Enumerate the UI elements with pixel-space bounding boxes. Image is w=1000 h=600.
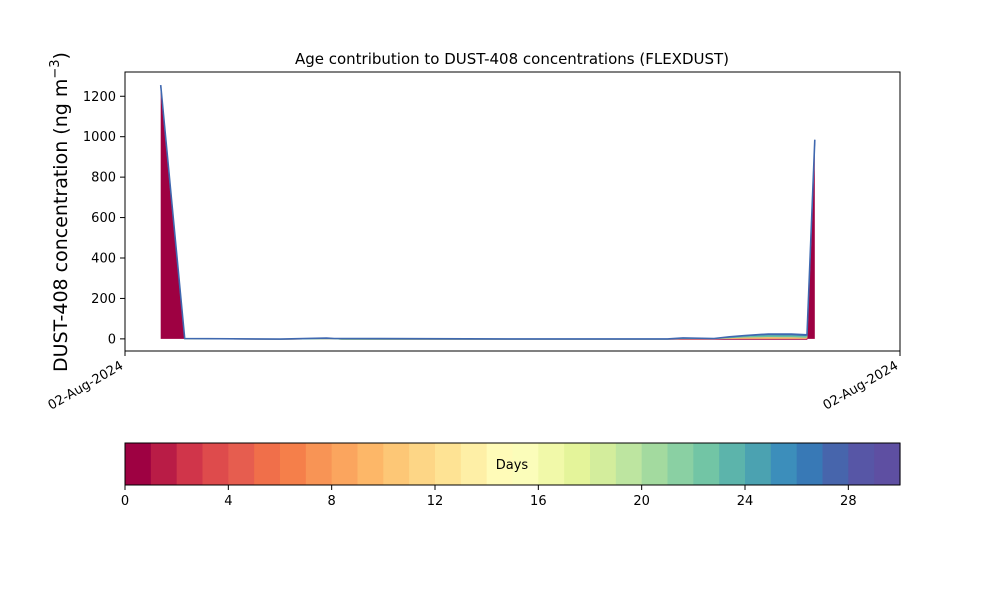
colorbar-cell [538, 443, 565, 485]
y-tick-label: 400 [91, 252, 116, 267]
colorbar-cell [874, 443, 901, 485]
colorbar-cell [254, 443, 281, 485]
y-tick-label: 600 [91, 211, 116, 226]
colorbar-cell [564, 443, 591, 485]
x-axis: 02-Aug-2024 02-Aug-2024 [46, 351, 901, 414]
colorbar-ticks: 0 4 8 12 16 20 24 28 [121, 485, 857, 509]
colorbar-cell [460, 443, 488, 485]
colorbar-cells [125, 443, 901, 485]
series-line-3 [159, 85, 816, 340]
y-tick-label: 1200 [83, 90, 116, 105]
plot-frame [124, 71, 901, 352]
colorbar-cell [305, 443, 333, 485]
colorbar-cell [719, 443, 746, 485]
colorbar-label: Days [496, 458, 529, 473]
y-tick-label: 200 [91, 292, 116, 307]
area-series-3 [160, 85, 815, 340]
x-tick-label: 02-Aug-2024 [821, 358, 901, 413]
area-series-2 [160, 86, 815, 340]
colorbar-cell [512, 443, 539, 485]
colorbar-cell [331, 443, 359, 485]
area-series-1 [160, 86, 815, 340]
colorbar-cell [486, 443, 514, 485]
colorbar-frame [124, 442, 901, 486]
colorbar-cell [176, 443, 204, 485]
series-line-1 [160, 86, 816, 340]
colorbar-cell [357, 443, 384, 485]
chart-title: Age contribution to DUST-408 concentrati… [295, 50, 729, 68]
colorbar-cell [590, 443, 617, 485]
colorbar-tick-label: 12 [427, 494, 444, 509]
y-tick-label: 1000 [83, 130, 116, 145]
colorbar-tick-label: 24 [737, 494, 754, 509]
y-tick-label: 0 [108, 332, 116, 347]
colorbar-cell [770, 443, 798, 485]
y-tick-label: 800 [91, 171, 116, 186]
area-series-0 [160, 86, 815, 340]
line-series-group [159, 85, 816, 340]
y-axis: 0 200 400 600 800 1000 1200 [83, 90, 125, 347]
colorbar-cell [848, 443, 875, 485]
colorbar-cell [667, 443, 694, 485]
colorbar-cell [202, 443, 229, 485]
colorbar-cell [822, 443, 849, 485]
y-axis-label: DUST-408 concentration (ng m−3) [48, 52, 72, 372]
colorbar-cell [745, 443, 772, 485]
colorbar-cell [383, 443, 410, 485]
series-line-2 [160, 86, 816, 340]
colorbar-cell [615, 443, 643, 485]
colorbar-tick-label: 4 [224, 494, 232, 509]
colorbar-cell [150, 443, 178, 485]
colorbar-tick-label: 8 [328, 494, 336, 509]
colorbar-cell [125, 443, 152, 485]
colorbar-cell [228, 443, 255, 485]
colorbar-tick-label: 16 [530, 494, 547, 509]
colorbar-cell [435, 443, 462, 485]
colorbar-cell [641, 443, 669, 485]
area-series-group [160, 85, 815, 340]
colorbar-tick-label: 0 [121, 494, 129, 509]
colorbar-tick-label: 20 [633, 494, 650, 509]
series-line-0 [160, 86, 816, 340]
colorbar-cell [409, 443, 436, 485]
colorbar-cell [693, 443, 720, 485]
plot-area [124, 71, 901, 352]
colorbar-cell [280, 443, 307, 485]
colorbar-cell [796, 443, 824, 485]
colorbar: Days 0 4 8 12 16 20 24 28 [121, 442, 901, 509]
colorbar-tick-label: 28 [840, 494, 857, 509]
